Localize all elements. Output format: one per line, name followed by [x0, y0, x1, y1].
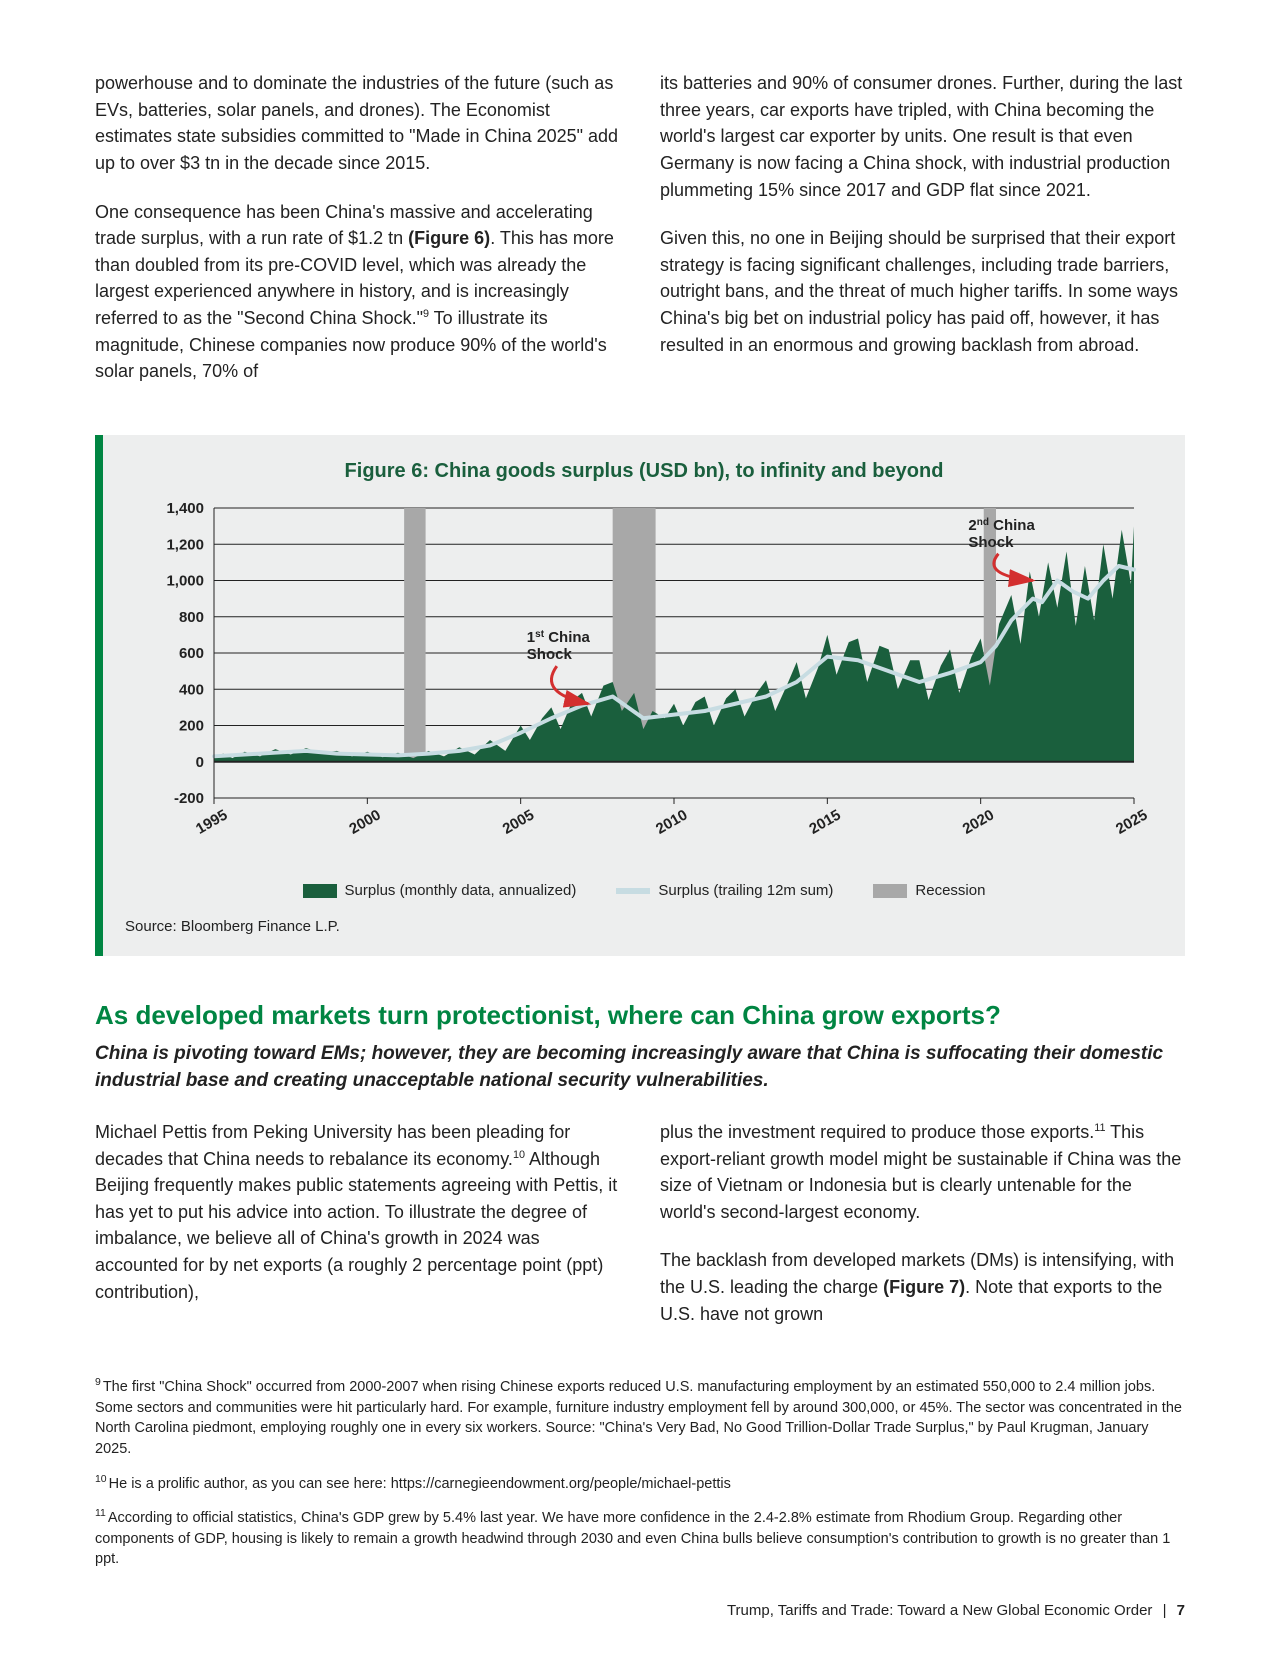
top-right-col: its batteries and 90% of consumer drones… — [660, 70, 1185, 407]
footer-page: 7 — [1177, 1602, 1185, 1619]
text: plus the investment required to produce … — [660, 1122, 1094, 1142]
footer-sep: | — [1163, 1602, 1167, 1619]
legend-swatch — [303, 884, 337, 898]
svg-text:2005: 2005 — [500, 807, 537, 838]
footnote: 9The first "China Shock" occurred from 2… — [95, 1377, 1185, 1459]
svg-text:2010: 2010 — [653, 807, 690, 838]
svg-text:400: 400 — [179, 682, 204, 699]
para: plus the investment required to produce … — [660, 1119, 1185, 1226]
figure-title: Figure 6: China goods surplus (USD bn), … — [133, 457, 1155, 487]
footnotes: 9The first "China Shock" occurred from 2… — [95, 1377, 1185, 1570]
section-block: As developed markets turn protectionist,… — [95, 996, 1185, 1349]
footnote-num: 9 — [95, 1377, 103, 1388]
footnote: 10He is a prolific author, as you can se… — [95, 1474, 1185, 1495]
legend-item: Recession — [873, 880, 985, 902]
legend-label: Surplus (monthly data, annualized) — [345, 880, 577, 902]
figure-legend: Surplus (monthly data, annualized) Surpl… — [133, 880, 1155, 902]
footnote-text: He is a prolific author, as you can see … — [109, 1476, 731, 1492]
section-heading: As developed markets turn protectionist,… — [95, 996, 1185, 1034]
legend-item: Surplus (monthly data, annualized) — [303, 880, 577, 902]
svg-text:2000: 2000 — [346, 807, 383, 838]
svg-text:1,400: 1,400 — [166, 500, 204, 517]
fig-ref: (Figure 6) — [408, 228, 490, 248]
svg-text:2020: 2020 — [960, 807, 997, 838]
text: its batteries and 90% of consumer drones… — [660, 73, 1182, 200]
svg-text:800: 800 — [179, 609, 204, 626]
para: Michael Pettis from Peking University ha… — [95, 1119, 620, 1305]
footnote: 11According to official statistics, Chin… — [95, 1508, 1185, 1570]
legend-swatch — [616, 888, 650, 894]
para: One consequence has been China's massive… — [95, 199, 620, 385]
svg-text:0: 0 — [196, 754, 204, 771]
legend-label: Surplus (trailing 12m sum) — [658, 880, 833, 902]
para: its batteries and 90% of consumer drones… — [660, 70, 1185, 203]
svg-text:600: 600 — [179, 645, 204, 662]
text: powerhouse and to dominate the industrie… — [95, 73, 618, 173]
fig-ref: (Figure 7) — [883, 1277, 965, 1297]
svg-text:Shock: Shock — [527, 647, 573, 664]
figure-6: Figure 6: China goods surplus (USD bn), … — [95, 435, 1185, 957]
figure-6-chart: -200 0 200 400 600 800 1,000 1,200 1,400 1995 2000… — [133, 498, 1155, 858]
section-subheading: China is pivoting toward EMs; however, t… — [95, 1041, 1185, 1095]
section-right-col: plus the investment required to produce … — [660, 1119, 1185, 1349]
section-left-col: Michael Pettis from Peking University ha… — [95, 1119, 620, 1349]
para: powerhouse and to dominate the industrie… — [95, 70, 620, 177]
figure-source: Source: Bloomberg Finance L.P. — [125, 916, 1155, 938]
svg-text:200: 200 — [179, 718, 204, 735]
footnote-text: The first "China Shock" occurred from 20… — [95, 1379, 1182, 1457]
page-footer: Trump, Tariffs and Trade: Toward a New G… — [95, 1600, 1185, 1622]
text: Michael Pettis from Peking University ha… — [95, 1122, 570, 1169]
top-left-col: powerhouse and to dominate the industrie… — [95, 70, 620, 407]
svg-text:2025: 2025 — [1113, 807, 1150, 838]
svg-text:1st China: 1st China — [527, 630, 591, 647]
footer-title: Trump, Tariffs and Trade: Toward a New G… — [727, 1602, 1152, 1619]
para: The backlash from developed markets (DMs… — [660, 1247, 1185, 1327]
footnote-text: According to official statistics, China'… — [95, 1510, 1170, 1567]
text: Given this, no one in Beijing should be … — [660, 228, 1178, 355]
para: Given this, no one in Beijing should be … — [660, 225, 1185, 358]
legend-swatch — [873, 884, 907, 898]
svg-text:1,200: 1,200 — [166, 537, 204, 554]
svg-text:1,000: 1,000 — [166, 573, 204, 590]
svg-text:-200: -200 — [174, 790, 204, 807]
legend-label: Recession — [915, 880, 985, 902]
footnote-ref: 10 — [513, 1149, 525, 1161]
text: Although Beijing frequently makes public… — [95, 1149, 617, 1302]
svg-text:2015: 2015 — [806, 807, 843, 838]
top-columns: powerhouse and to dominate the industrie… — [95, 70, 1185, 407]
svg-text:Shock: Shock — [968, 534, 1014, 551]
section-columns: Michael Pettis from Peking University ha… — [95, 1119, 1185, 1349]
svg-text:2nd China: 2nd China — [968, 517, 1035, 534]
footnote-num: 10 — [95, 1474, 109, 1485]
footnote-num: 11 — [95, 1508, 108, 1519]
legend-item: Surplus (trailing 12m sum) — [616, 880, 833, 902]
svg-text:1995: 1995 — [193, 807, 230, 838]
footnote-ref: 11 — [1094, 1122, 1105, 1134]
